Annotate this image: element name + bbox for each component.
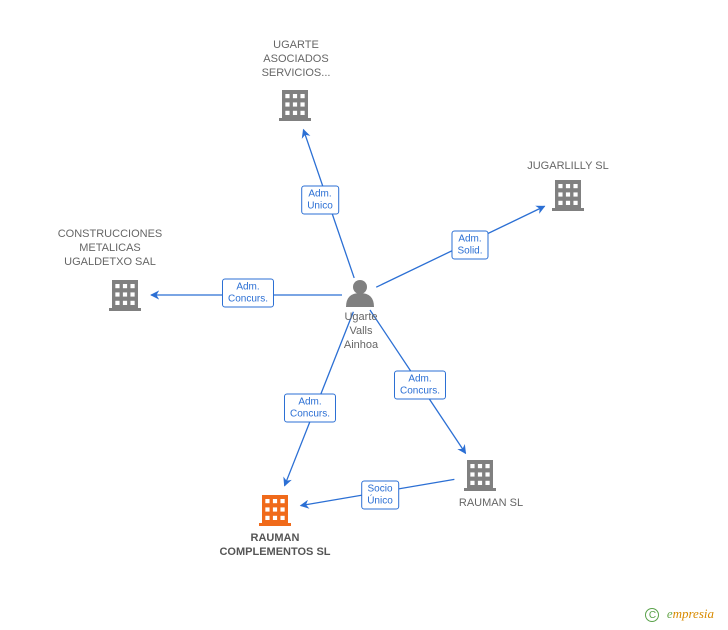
edge-label: Adm. Concurs. bbox=[394, 371, 446, 400]
node-rauman_sl bbox=[464, 460, 496, 491]
node-construcciones bbox=[109, 280, 141, 311]
edge-label: Adm. Unico bbox=[301, 186, 339, 215]
node-label: UGARTE ASOCIADOS SERVICIOS... bbox=[262, 39, 331, 80]
node-label: RAUMAN SL bbox=[459, 497, 523, 511]
brand-label: empresia bbox=[667, 606, 714, 621]
nodes-group bbox=[109, 90, 584, 526]
edge-label: Adm. Solid. bbox=[451, 231, 488, 260]
node-rauman_comp bbox=[259, 495, 291, 526]
node-label: RAUMAN COMPLEMENTOS SL bbox=[219, 532, 330, 560]
footer-copyright: C empresia bbox=[645, 606, 714, 622]
node-ugarte_asoc bbox=[279, 90, 311, 121]
edge-label: Adm. Concurs. bbox=[222, 279, 274, 308]
node-center bbox=[346, 280, 374, 307]
node-jugarlilly bbox=[552, 180, 584, 211]
copyright-icon: C bbox=[645, 608, 659, 622]
node-label: CONSTRUCCIONES METALICAS UGALDETXO SAL bbox=[58, 228, 163, 269]
node-label: Ugarte Valls Ainhoa bbox=[344, 311, 378, 352]
edge-label: Adm. Concurs. bbox=[284, 394, 336, 423]
edge-label: Socio Único bbox=[361, 481, 399, 510]
node-label: JUGARLILLY SL bbox=[527, 160, 609, 174]
